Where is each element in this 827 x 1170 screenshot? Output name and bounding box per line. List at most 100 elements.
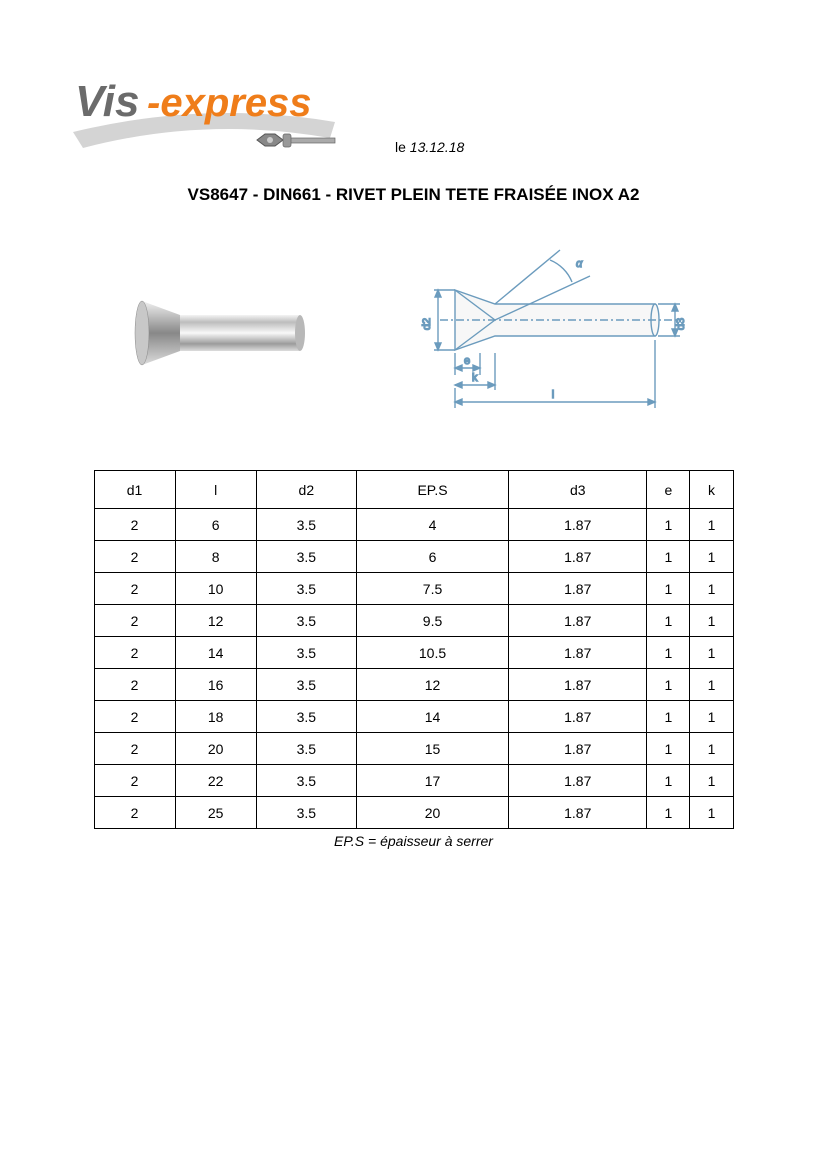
header: Vis -express le 13.12.18 [65,70,762,160]
table-cell: 12 [175,605,256,637]
table-cell: 2 [94,797,175,829]
dim-alpha: α [576,258,583,270]
table-cell: 1 [647,509,690,541]
table-row: 2143.510.51.8711 [94,637,733,669]
date-value: 13.12.18 [410,139,465,155]
table-cell: 1 [690,509,733,541]
dim-d2: d2 [421,318,433,330]
table-cell: 10.5 [356,637,508,669]
table-cell: 3.5 [256,605,356,637]
table-cell: 1 [647,797,690,829]
dim-e: e [464,355,470,367]
table-cell: 1 [647,637,690,669]
table-row: 283.561.8711 [94,541,733,573]
table-cell: 22 [175,765,256,797]
table-cell: 3.5 [256,669,356,701]
table-cell: 3.5 [256,797,356,829]
table-cell: 10 [175,573,256,605]
table-cell: 3.5 [256,701,356,733]
table-cell: 15 [356,733,508,765]
table-cell: 2 [94,605,175,637]
page-title: VS8647 - DIN661 - RIVET PLEIN TETE FRAIS… [65,185,762,205]
table-cell: 4 [356,509,508,541]
document-date: le 13.12.18 [395,139,464,155]
table-cell: 1 [647,541,690,573]
spec-table: d1ld2EP.Sd3ek 263.541.8711283.561.871121… [94,470,734,829]
table-cell: 2 [94,733,175,765]
table-cell: 14 [175,637,256,669]
table-cell: 1.87 [509,573,647,605]
table-row: 2203.5151.8711 [94,733,733,765]
figures-row: d2 d3 α e [65,240,762,420]
table-cell: 1.87 [509,797,647,829]
table-row: 2163.5121.8711 [94,669,733,701]
table-cell: 8 [175,541,256,573]
table-cell: 1 [690,637,733,669]
table-cell: 1.87 [509,509,647,541]
table-cell: 1 [647,605,690,637]
table-cell: 1.87 [509,541,647,573]
technical-diagram: d2 d3 α e [400,240,710,420]
table-cell: 6 [175,509,256,541]
table-row: 2103.57.51.8711 [94,573,733,605]
footnote: EP.S = épaisseur à serrer [65,833,762,849]
table-cell: 1.87 [509,637,647,669]
table-cell: 25 [175,797,256,829]
table-cell: 3.5 [256,733,356,765]
table-cell: 1.87 [509,733,647,765]
col-d2: d2 [256,471,356,509]
table-cell: 2 [94,541,175,573]
col-l: l [175,471,256,509]
table-cell: 7.5 [356,573,508,605]
date-prefix: le [395,139,410,155]
table-cell: 9.5 [356,605,508,637]
table-cell: 1 [647,573,690,605]
table-cell: 3.5 [256,637,356,669]
table-cell: 6 [356,541,508,573]
table-row: 263.541.8711 [94,509,733,541]
table-cell: 1.87 [509,765,647,797]
col-d1: d1 [94,471,175,509]
table-row: 2183.5141.8711 [94,701,733,733]
table-cell: 3.5 [256,541,356,573]
table-cell: 1 [690,541,733,573]
table-header-row: d1ld2EP.Sd3ek [94,471,733,509]
table-cell: 1 [647,765,690,797]
table-cell: 1 [690,605,733,637]
table-cell: 1 [690,669,733,701]
table-cell: 20 [175,733,256,765]
table-cell: 1.87 [509,701,647,733]
table-row: 2253.5201.8711 [94,797,733,829]
table-cell: 20 [356,797,508,829]
table-cell: 1 [647,701,690,733]
table-cell: 16 [175,669,256,701]
col-d3: d3 [509,471,647,509]
svg-text:-express: -express [147,81,312,125]
table-cell: 2 [94,765,175,797]
product-photo [120,275,320,385]
table-cell: 2 [94,573,175,605]
table-cell: 2 [94,637,175,669]
table-cell: 14 [356,701,508,733]
table-cell: 2 [94,701,175,733]
table-cell: 1 [690,733,733,765]
table-cell: 1 [690,765,733,797]
dim-k: k [472,372,478,384]
svg-text:Vis: Vis [75,77,139,126]
table-cell: 1 [690,573,733,605]
table-cell: 1 [647,669,690,701]
col-EP.S: EP.S [356,471,508,509]
dim-l: l [552,389,554,401]
table-cell: 3.5 [256,765,356,797]
col-e: e [647,471,690,509]
table-cell: 1 [647,733,690,765]
table-cell: 3.5 [256,573,356,605]
table-cell: 18 [175,701,256,733]
table-cell: 1.87 [509,605,647,637]
table-cell: 2 [94,509,175,541]
dim-d3: d3 [675,318,687,330]
table-cell: 3.5 [256,509,356,541]
col-k: k [690,471,733,509]
table-cell: 2 [94,669,175,701]
logo: Vis -express [65,70,375,160]
